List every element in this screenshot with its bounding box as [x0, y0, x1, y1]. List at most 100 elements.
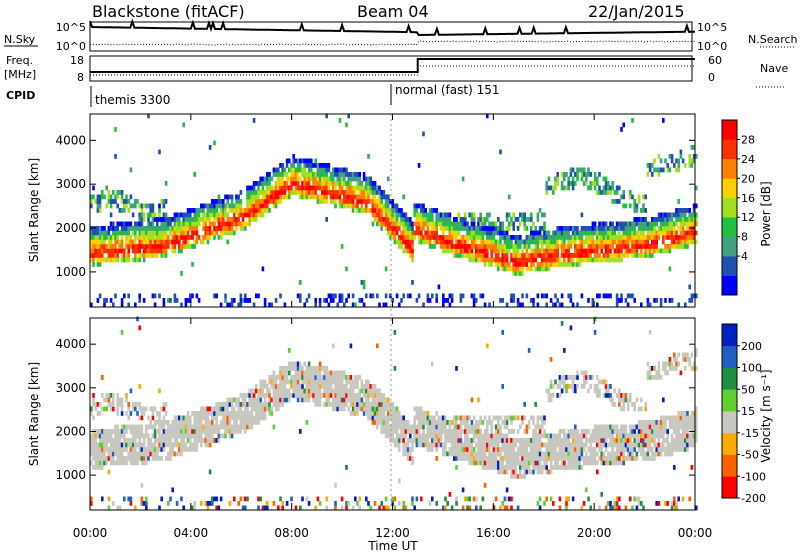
- heatmap-cell: [153, 212, 157, 218]
- heatmap-cell: [167, 438, 170, 443]
- heatmap-cell: [626, 244, 630, 249]
- heatmap-cell: [580, 235, 584, 240]
- heatmap-cell: [118, 442, 122, 448]
- heatmap-cell: [413, 424, 416, 430]
- heatmap-cell: [314, 393, 317, 398]
- heatmap-cell: [549, 469, 553, 475]
- heatmap-cell: [279, 384, 282, 389]
- heatmap-cell: [640, 235, 643, 240]
- heatmap-cell: [351, 384, 355, 389]
- heatmap-cell: [314, 505, 317, 511]
- heatmap-cell: [664, 158, 667, 164]
- heatmap-cell: [536, 212, 540, 218]
- heatmap-cell: [261, 411, 265, 416]
- heatmap-cell: [662, 221, 665, 227]
- heatmap-cell: [94, 465, 97, 470]
- heatmap-cell: [681, 235, 685, 240]
- heatmap-cell: [123, 460, 126, 466]
- heatmap-cell: [596, 424, 599, 430]
- heatmap-cell: [426, 429, 430, 434]
- heatmap-cell: [472, 212, 476, 218]
- heatmap-cell: [450, 235, 454, 240]
- heatmap-cell: [481, 293, 485, 299]
- heatmap-cell: [138, 248, 141, 254]
- heatmap-cell: [512, 212, 515, 218]
- heatmap-cell: [118, 244, 122, 249]
- heatmap-cell: [312, 163, 315, 168]
- heatmap-cell: [503, 420, 507, 425]
- heatmap-cell: [318, 388, 322, 394]
- heatmap-cell: [580, 239, 584, 245]
- heatmap-cell: [127, 230, 130, 236]
- nsearch-trace: [89, 40, 696, 46]
- heatmap-cell: [554, 176, 557, 182]
- heatmap-cell: [182, 424, 185, 430]
- heatmap-cell: [145, 230, 148, 236]
- heatmap-cell: [244, 212, 247, 218]
- heatmap-cell: [477, 257, 480, 263]
- heatmap-cell: [624, 253, 628, 258]
- heatmap-cell: [153, 456, 157, 461]
- heatmap-cell: [105, 460, 108, 466]
- heatmap-cell: [604, 185, 608, 191]
- heatmap-cell: [400, 433, 403, 439]
- heatmap-cell: [351, 397, 355, 403]
- heatmap-cell: [655, 244, 658, 249]
- heatmap-cell: [536, 262, 540, 267]
- heatmap-cell: [589, 239, 592, 245]
- heatmap-cell: [589, 181, 592, 186]
- heatmap-cell: [486, 433, 489, 439]
- heatmap-cell: [567, 442, 570, 448]
- heatmap-cell: [512, 469, 515, 475]
- heatmap-cell: [525, 266, 529, 272]
- heatmap-cell: [554, 230, 557, 236]
- heatmap-cell: [525, 424, 529, 430]
- heatmap-cell: [534, 235, 537, 240]
- heatmap-cell: [127, 451, 130, 457]
- heatmap-cell: [164, 442, 168, 448]
- heatmap-cell: [255, 194, 258, 200]
- heatmap-cell: [292, 388, 295, 394]
- heatmap-cell: [145, 501, 148, 506]
- heatmap-cell: [180, 235, 183, 240]
- heatmap-cell: [167, 433, 170, 439]
- heatmap-cell: [387, 221, 390, 227]
- heatmap-cell: [422, 203, 425, 209]
- heatmap-cell: [206, 203, 210, 209]
- heatmap-cell: [340, 298, 344, 303]
- heatmap-cell: [437, 284, 441, 290]
- heatmap-cell: [640, 217, 643, 222]
- heatmap-cell: [382, 424, 386, 430]
- heatmap-cell: [307, 167, 311, 173]
- heatmap-cell: [593, 384, 597, 389]
- heatmap-cell: [134, 257, 137, 263]
- heatmap-cell: [248, 415, 251, 421]
- heatmap-cell: [534, 248, 537, 254]
- heatmap-cell: [620, 194, 623, 200]
- heatmap-cell: [563, 375, 566, 380]
- heatmap-cell: [446, 420, 449, 425]
- heatmap-cell: [556, 181, 559, 186]
- heatmap-cell: [321, 194, 324, 200]
- heatmap-cell: [263, 415, 267, 421]
- heatmap-cell: [151, 424, 155, 430]
- heatmap-cell: [508, 438, 511, 443]
- heatmap-cell: [479, 226, 482, 231]
- heatmap-cell: [593, 248, 597, 254]
- heatmap-cell: [120, 226, 124, 231]
- heatmap-cell: [426, 433, 430, 439]
- heatmap-cell: [325, 181, 328, 186]
- heatmap-cell: [142, 239, 146, 245]
- heatmap-cell: [552, 447, 555, 452]
- heatmap-cell: [305, 384, 309, 389]
- heatmap-cell: [228, 424, 232, 430]
- heatmap-cell: [376, 343, 379, 349]
- heatmap-cell: [565, 456, 568, 461]
- heatmap-cell: [195, 230, 199, 236]
- heatmap-cell: [114, 293, 117, 299]
- heatmap-cell: [591, 248, 595, 254]
- heatmap-cell: [360, 280, 364, 285]
- heatmap-cell: [252, 190, 256, 195]
- heatmap-cell: [655, 235, 658, 240]
- heatmap-cell: [543, 415, 546, 421]
